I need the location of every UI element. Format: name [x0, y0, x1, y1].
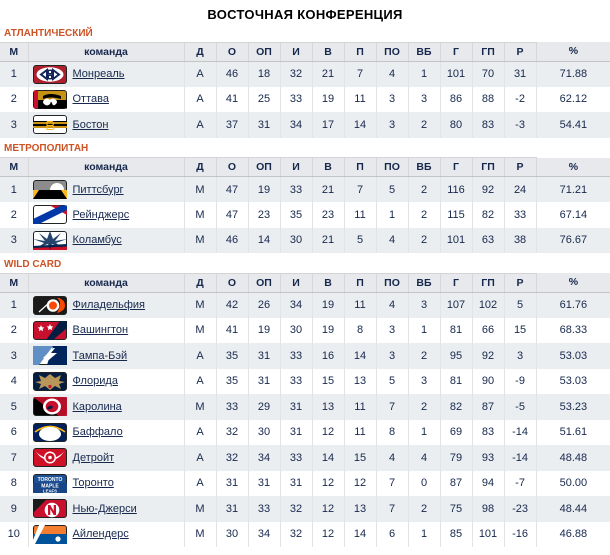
svg-text:TORONTO: TORONTO — [37, 477, 62, 483]
svg-text:LEAFS: LEAFS — [42, 488, 56, 492]
